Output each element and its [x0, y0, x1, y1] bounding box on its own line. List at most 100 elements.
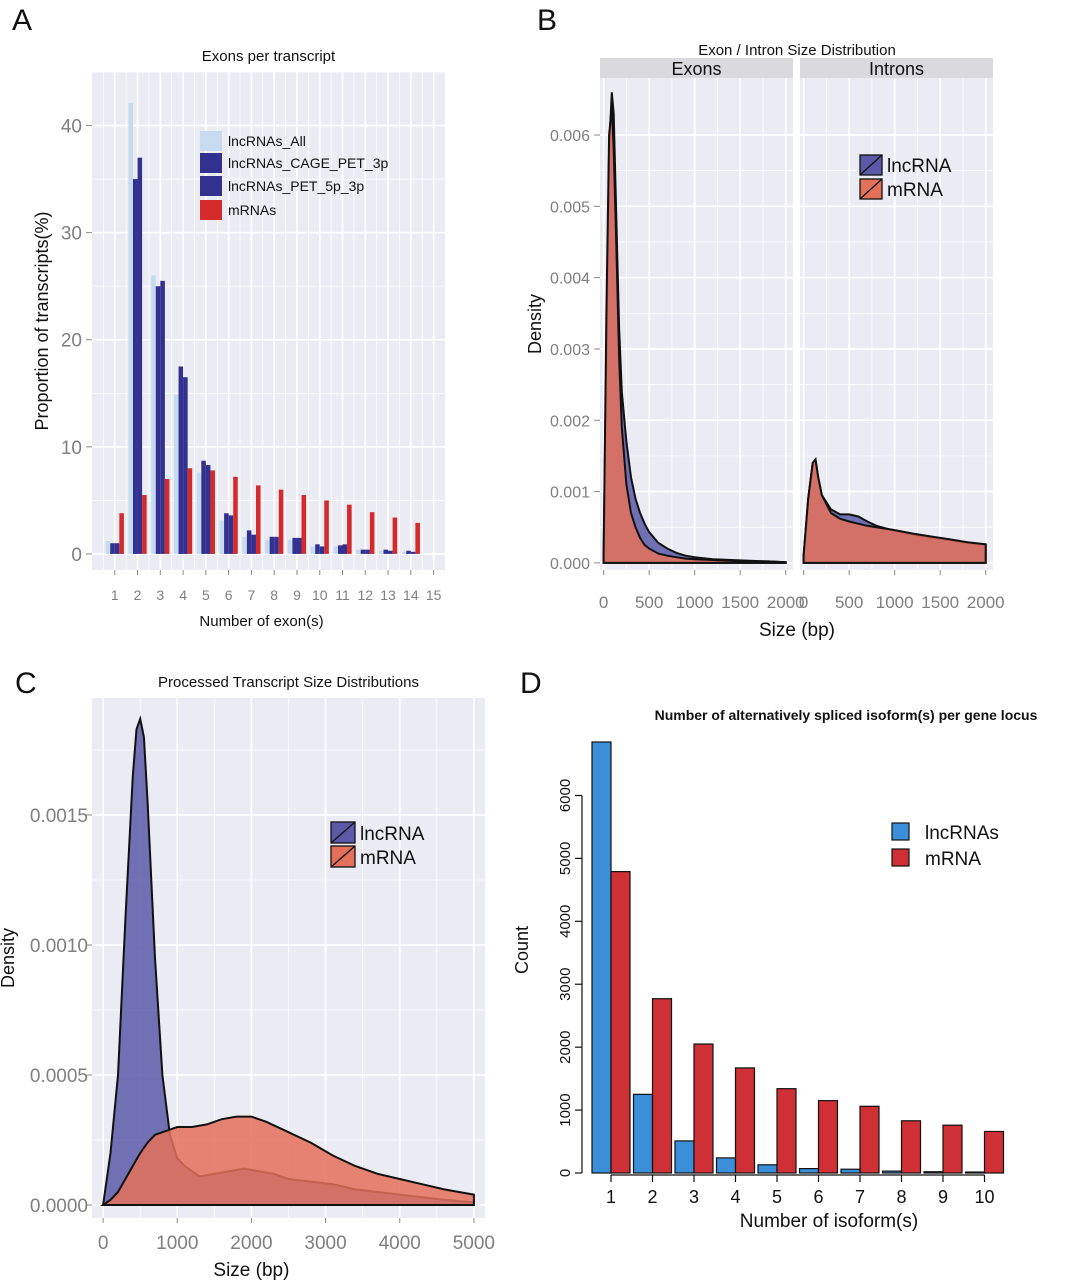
panel-letter-b: B — [537, 4, 557, 37]
xtick-label-d: 1 — [606, 1187, 616, 1207]
bar-a-lncRNAs_PET_5p_3p — [160, 280, 165, 554]
bar-a-lncRNAs_All — [356, 549, 361, 554]
bar-d-mRNA — [651, 998, 673, 1174]
xtick-label-a: 3 — [156, 587, 164, 603]
y-axis-label-a: Proportion of transcripts(%) — [32, 211, 52, 430]
xtick-label-d: 5 — [772, 1187, 782, 1207]
bar-d-lncRNAs — [757, 1164, 778, 1174]
bar-a-lncRNAs_All — [173, 394, 179, 554]
facet-strip-Introns — [800, 58, 993, 78]
xtick-label-b: 0 — [799, 593, 808, 612]
xtick-label-b: 0 — [599, 593, 608, 612]
ytick-label-b: 0.003 — [550, 342, 590, 359]
legend-key-a-lncRNAs_PET_5p_3p — [200, 176, 222, 196]
bar-a-mRNAs — [415, 522, 420, 554]
xtick-label-a: 7 — [248, 587, 256, 603]
legend-key-c-mRNA-slash — [330, 845, 356, 868]
xtick-label-c: 0 — [98, 1233, 109, 1254]
xtick-label-c: 4000 — [379, 1233, 421, 1254]
xtick-label-d: 8 — [896, 1187, 906, 1207]
bar-a-lncRNAs_CAGE_PET_3p — [383, 549, 389, 554]
chart-title-b: Exon / Intron Size Distribution — [698, 42, 896, 59]
xtick-label-b: 500 — [635, 593, 663, 612]
density-area-b-mRNA-exons — [602, 106, 787, 564]
legend-key-a-lncRNAs_CAGE_PET_3p — [200, 153, 222, 173]
ytick-label-c: 0.0015 — [30, 806, 88, 827]
bar-a-lncRNAs_All — [196, 472, 202, 554]
bar-a-lncRNAs_CAGE_PET_3p — [269, 536, 275, 554]
bar-a-lncRNAs_CAGE_PET_3p — [201, 460, 206, 554]
bar-a-lncRNAs_PET_5p_3p — [410, 551, 416, 554]
bar-a-lncRNAs_PET_5p_3p — [114, 543, 120, 554]
bar-d-lncRNAs — [715, 1157, 737, 1174]
bar-a-lncRNAs_CAGE_PET_3p — [292, 537, 297, 554]
bar-a-lncRNAs_All — [401, 551, 407, 554]
bar-a-mRNAs — [324, 500, 329, 554]
bar-d-lncRNAs — [881, 1170, 903, 1174]
panel-d: D Number of alternatively spliced isoform… — [512, 667, 1038, 1232]
bar-a-lncRNAs_CAGE_PET_3p — [224, 513, 229, 554]
bar-d-mRNA — [983, 1130, 1005, 1174]
xtick-label-d: 9 — [938, 1187, 948, 1207]
ytick-label-c: 0.0000 — [30, 1196, 88, 1217]
bar-a-lncRNAs_CAGE_PET_3p — [155, 286, 161, 554]
bar-a-lncRNAs_PET_5p_3p — [296, 537, 302, 554]
bar-d-mRNA — [859, 1105, 880, 1174]
bar-a-lncRNAs_CAGE_PET_3p — [132, 179, 138, 554]
x-axis-label-c: Size (bp) — [213, 1260, 289, 1280]
legend-label-a-lncRNAs_CAGE_PET_3p: lncRNAs_CAGE_PET_3p — [228, 155, 389, 171]
xtick-label-d: 4 — [730, 1187, 740, 1207]
bar-d-lncRNAs — [964, 1171, 986, 1174]
bar-a-lncRNAs_All — [378, 550, 384, 554]
xtick-label-a: 8 — [270, 587, 278, 603]
bar-d-mRNA — [776, 1088, 797, 1174]
legend-key-a-lncRNAs_All — [200, 131, 222, 151]
x-axis-label-d: Number of isoform(s) — [740, 1211, 918, 1232]
y-axis-label-d: Count — [512, 926, 532, 974]
ytick-label-d: 4000 — [557, 905, 574, 938]
xtick-label-c: 2000 — [230, 1233, 272, 1254]
xtick-label-a: 15 — [426, 587, 442, 603]
bar-d-mRNA — [942, 1124, 963, 1174]
bar-a-lncRNAs_PET_5p_3p — [365, 549, 370, 554]
ytick-label-c: 0.0010 — [30, 936, 88, 957]
bar-d-mRNA — [610, 871, 631, 1174]
bar-a-lncRNAs_PET_5p_3p — [205, 465, 211, 554]
xtick-label-b: 1500 — [721, 593, 759, 612]
bar-d-lncRNAs — [632, 1093, 654, 1174]
bar-a-lncRNAs_PET_5p_3p — [342, 544, 348, 554]
bar-a-lncRNAs_PET_5p_3p — [228, 515, 234, 554]
panel-letter-c: C — [15, 667, 37, 700]
xtick-label-d: 3 — [689, 1187, 699, 1207]
bar-d-mRNA — [900, 1120, 922, 1174]
bar-d-lncRNAs — [674, 1140, 695, 1174]
bar-a-lncRNAs_PET_5p_3p — [388, 550, 393, 554]
facet-label-Introns: Introns — [869, 59, 924, 79]
xtick-label-d: 6 — [813, 1187, 823, 1207]
ytick-label-a: 40 — [61, 117, 82, 138]
legend-label-c-lncRNA: lncRNA — [360, 824, 425, 845]
xtick-label-a: 10 — [312, 587, 328, 603]
facet-label-Exons: Exons — [671, 59, 721, 79]
density-area-c-mRNA — [99, 1115, 475, 1206]
plot-background-b — [800, 78, 993, 570]
bar-a-mRNAs — [233, 476, 238, 554]
ytick-label-a: 10 — [61, 438, 82, 459]
xtick-label-a: 9 — [293, 587, 301, 603]
xtick-label-d: 2 — [647, 1187, 657, 1207]
ytick-label-b: 0.004 — [550, 271, 590, 288]
plot-background-a — [92, 72, 445, 570]
panel-c: C Processed Transcript Size Distributions… — [0, 667, 495, 1280]
xtick-label-a: 2 — [134, 587, 142, 603]
xtick-label-a: 13 — [380, 587, 396, 603]
xtick-label-c: 1000 — [156, 1233, 198, 1254]
bar-a-lncRNAs_CAGE_PET_3p — [315, 544, 320, 554]
bar-a-mRNAs — [142, 495, 147, 554]
x-axis-label-b: Size (bp) — [759, 620, 835, 641]
bar-a-lncRNAs_CAGE_PET_3p — [337, 545, 343, 554]
bar-a-lncRNAs_CAGE_PET_3p — [110, 543, 115, 554]
xtick-label-b: 1500 — [921, 593, 959, 612]
panel-letter-a: A — [12, 4, 32, 37]
bar-d-lncRNAs — [591, 741, 612, 1174]
